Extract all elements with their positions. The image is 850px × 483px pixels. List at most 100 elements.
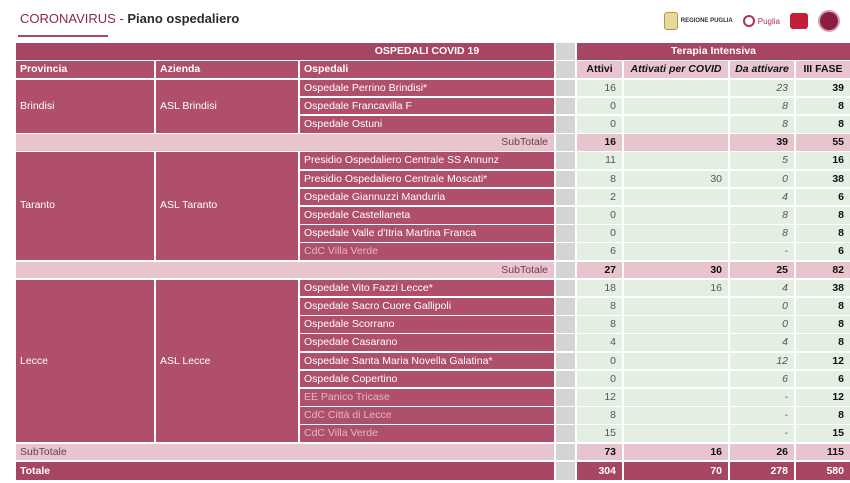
value-attivati — [624, 97, 728, 115]
value-fase: 8 — [796, 316, 850, 333]
value-fase: 39 — [796, 79, 850, 97]
coat-of-arms-icon — [663, 12, 678, 30]
flower-icon — [742, 15, 755, 27]
value-attivati — [624, 243, 728, 260]
row-gap — [556, 370, 575, 388]
value-da-attivare: 5 — [730, 152, 794, 169]
value-attivati — [624, 425, 728, 442]
value-attivi: 8 — [577, 297, 622, 315]
value-fase: 6 — [796, 188, 850, 206]
title-main: Piano ospedaliero — [127, 11, 240, 26]
provincia-name: Lecce — [16, 279, 154, 442]
subtotal-da-attivare: 26 — [730, 443, 794, 461]
value-attivati — [624, 334, 728, 351]
value-attivi: 4 — [577, 334, 622, 351]
row-gap — [556, 243, 575, 260]
value-attivi: 8 — [577, 316, 622, 333]
seal-icon — [818, 10, 840, 32]
hospital-name: Ospedale Copertino — [300, 370, 554, 388]
hospital-name: Ospedale Castellaneta — [300, 206, 554, 224]
hospital-name: Ospedale Francavilla F — [300, 97, 554, 115]
seal-logo — [818, 10, 840, 32]
value-attivati: 30 — [624, 170, 728, 188]
azienda-name: ASL Lecce — [156, 279, 298, 442]
value-fase: 8 — [796, 97, 850, 115]
value-fase: 38 — [796, 170, 850, 188]
subtotal-attivi: 16 — [577, 134, 622, 151]
subtotal-gap — [556, 134, 575, 151]
group-header-gap — [556, 43, 575, 60]
hospital-name: Ospedale Santa Maria Novella Galatina* — [300, 352, 554, 370]
subtotal-attivati: 30 — [624, 261, 728, 279]
value-attivati — [624, 352, 728, 370]
value-da-attivare: 12 — [730, 352, 794, 370]
subtotal-gap — [556, 443, 575, 461]
subtotal-attivi: 27 — [577, 261, 622, 279]
value-attivi: 0 — [577, 115, 622, 133]
value-attivi: 16 — [577, 79, 622, 97]
row-gap — [556, 407, 575, 424]
subtotal-gap — [556, 261, 575, 279]
group-header-blank — [16, 43, 300, 60]
subtotal-fase: 55 — [796, 134, 850, 151]
hospital-name: CdC Villa Verde — [300, 243, 554, 260]
value-attivi: 6 — [577, 243, 622, 260]
value-attivati — [624, 115, 728, 133]
page-title: CORONAVIRUS - Piano ospedaliero — [20, 11, 239, 26]
value-fase: 16 — [796, 152, 850, 169]
row-gap — [556, 225, 575, 242]
title-separator: - — [115, 11, 128, 26]
value-fase: 8 — [796, 206, 850, 224]
row-gap — [556, 170, 575, 188]
provincia-name: Brindisi — [16, 79, 154, 133]
value-attivati — [624, 407, 728, 424]
value-attivati — [624, 206, 728, 224]
ares-logo — [790, 13, 808, 29]
value-da-attivare: - — [730, 425, 794, 442]
value-da-attivare: 6 — [730, 370, 794, 388]
row-gap — [556, 152, 575, 169]
row-gap — [556, 316, 575, 333]
value-attivi: 8 — [577, 407, 622, 424]
hospital-name: Ospedale Vito Fazzi Lecce* — [300, 279, 554, 297]
column-header-fase: III FASE — [796, 61, 850, 78]
value-fase: 38 — [796, 279, 850, 297]
puglia-salute-logo: Puglia — [742, 15, 780, 27]
row-gap — [556, 279, 575, 297]
value-attivi: 18 — [577, 279, 622, 297]
value-fase: 8 — [796, 115, 850, 133]
hospital-name: Ospedale Perrino Brindisi* — [300, 79, 554, 97]
value-attivi: 0 — [577, 225, 622, 242]
value-attivi: 0 — [577, 370, 622, 388]
value-attivati — [624, 79, 728, 97]
value-attivi: 15 — [577, 425, 622, 442]
column-header-provincia: Provincia — [16, 61, 154, 78]
value-attivi: 0 — [577, 97, 622, 115]
azienda-name: ASL Taranto — [156, 152, 298, 260]
column-header-ospedali: Ospedali — [300, 61, 554, 78]
subtotal-attivati: 16 — [624, 443, 728, 461]
group-header-ospedali: OSPEDALI COVID 19 — [300, 43, 554, 60]
value-attivi: 2 — [577, 188, 622, 206]
row-gap — [556, 206, 575, 224]
row-gap — [556, 297, 575, 315]
value-attivi: 0 — [577, 206, 622, 224]
hospital-name: Ospedale Casarano — [300, 334, 554, 351]
value-attivi: 0 — [577, 352, 622, 370]
value-fase: 12 — [796, 388, 850, 406]
value-attivati: 16 — [624, 279, 728, 297]
hospital-name: Ospedale Giannuzzi Manduria — [300, 188, 554, 206]
azienda-name: ASL Brindisi — [156, 79, 298, 133]
hospital-name: CdC Villa Verde — [300, 425, 554, 442]
column-header-attivi: Attivi — [577, 61, 622, 78]
value-da-attivare: 4 — [730, 334, 794, 351]
value-fase: 6 — [796, 370, 850, 388]
value-da-attivare: 8 — [730, 115, 794, 133]
total-attivati: 70 — [624, 461, 728, 480]
hospital-name: Ospedale Sacro Cuore Gallipoli — [300, 297, 554, 315]
title-underline — [18, 35, 108, 37]
title-prefix: CORONAVIRUS — [20, 11, 116, 26]
hospital-name: Presidio Ospedaliero Centrale Moscati* — [300, 170, 554, 188]
value-attivati — [624, 225, 728, 242]
total-da-attivare: 278 — [730, 461, 794, 480]
